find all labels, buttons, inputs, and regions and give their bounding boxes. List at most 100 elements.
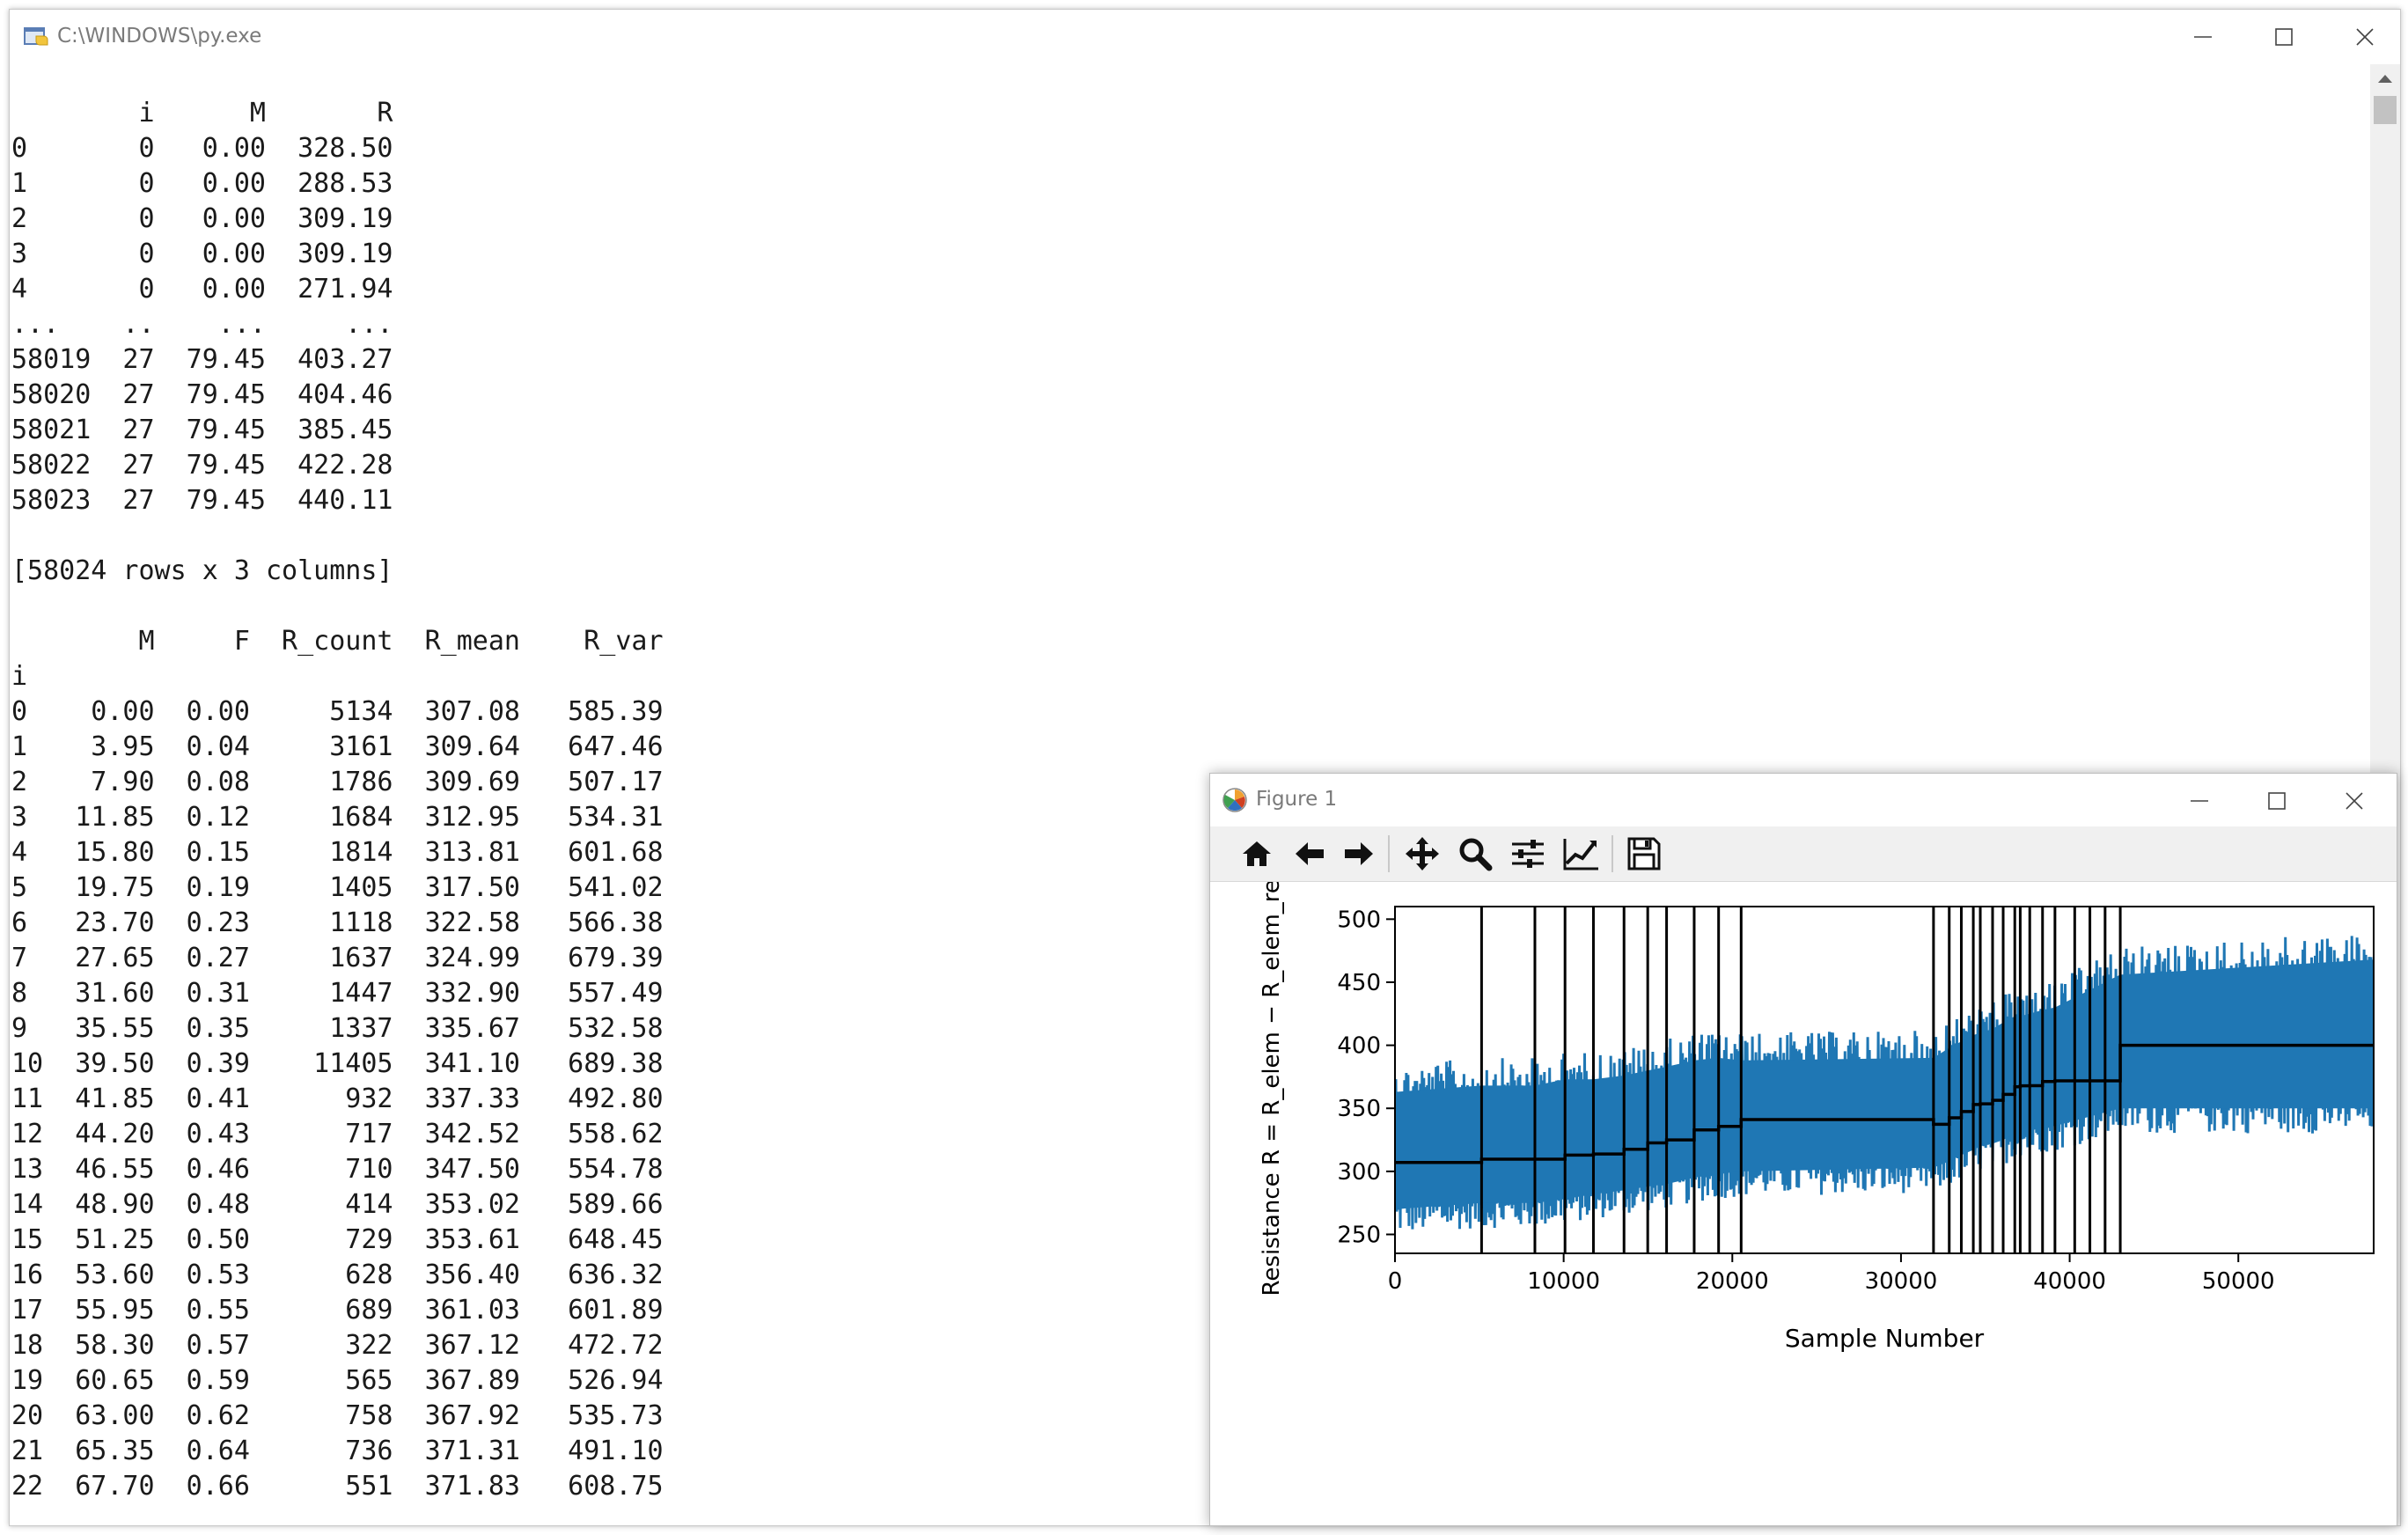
minimize-icon bbox=[2191, 800, 2208, 802]
figure-maximize-button[interactable] bbox=[2236, 774, 2317, 828]
figure-titlebar[interactable]: Figure 1 bbox=[1210, 774, 2397, 826]
pan-icon bbox=[1406, 837, 1439, 870]
console-titlebar[interactable]: C:\WINDOWS\py.exe bbox=[10, 10, 2400, 64]
console-output: i M R 0 0 0.00 328.50 1 0 0.00 288.53 2 0 0… bbox=[11, 96, 664, 1504]
forward-arrow-icon bbox=[1345, 842, 1373, 865]
mean-step-line bbox=[1395, 1043, 2374, 1164]
minimize-button[interactable] bbox=[2162, 10, 2243, 64]
zoom-button[interactable] bbox=[1453, 832, 1497, 876]
maximize-button[interactable] bbox=[2243, 10, 2324, 64]
console-line: 16 53.60 0.53 628 356.40 636.32 bbox=[11, 1260, 664, 1290]
x-axis-ticks: 0 10000 20000 30000 40000 50000 bbox=[1388, 1253, 2275, 1295]
console-line: 19 60.65 0.59 565 367.89 526.94 bbox=[11, 1365, 664, 1396]
x-tick-label: 30000 bbox=[1865, 1268, 1938, 1295]
x-tick-label: 40000 bbox=[2033, 1268, 2106, 1295]
home-icon bbox=[1243, 841, 1271, 866]
console-line: 20 63.00 0.62 758 367.92 535.73 bbox=[11, 1400, 664, 1431]
axes-edit-icon bbox=[1563, 839, 1598, 870]
close-icon bbox=[2346, 792, 2363, 810]
console-line: 15 51.25 0.50 729 353.61 648.45 bbox=[11, 1224, 664, 1255]
mean-step-path bbox=[1395, 1043, 2374, 1164]
scroll-up-icon[interactable] bbox=[2378, 75, 2392, 83]
console-line: 2 7.90 0.08 1786 309.69 507.17 bbox=[11, 767, 664, 797]
console-line: 9 35.55 0.35 1337 335.67 532.58 bbox=[11, 1013, 664, 1044]
y-tick-label: 250 bbox=[1337, 1223, 1381, 1249]
console-line: 13 46.55 0.46 710 347.50 554.78 bbox=[11, 1154, 664, 1185]
console-line: 8 31.60 0.31 1447 332.90 557.49 bbox=[11, 978, 664, 1009]
console-window: C:\WINDOWS\py.exe i M R 0 0 0.00 328.50 1 … bbox=[9, 9, 2401, 1526]
y-tick-label: 300 bbox=[1337, 1159, 1381, 1186]
y-axis-ticks: 250 300 350 400 450 500 bbox=[1337, 907, 1395, 1249]
console-line: 2 0 0.00 309.19 bbox=[11, 203, 393, 234]
close-button[interactable] bbox=[2324, 10, 2400, 64]
maximize-icon bbox=[2268, 792, 2286, 810]
console-line: 1 3.95 0.04 3161 309.64 647.46 bbox=[11, 731, 664, 762]
console-line: 6 23.70 0.23 1118 322.58 566.38 bbox=[11, 907, 664, 938]
console-line: 58023 27 79.45 440.11 bbox=[11, 485, 393, 516]
resistance-plot[interactable]: 0 10000 20000 30000 40000 50000 250 300 350 400 4… bbox=[1210, 882, 2397, 1524]
console-line: 3 11.85 0.12 1684 312.95 534.31 bbox=[11, 802, 664, 833]
minimize-icon bbox=[2194, 36, 2212, 38]
y-axis-label: Resistance R = R_elem − R_elem_ref [Ω] bbox=[1259, 882, 1285, 1296]
matplotlib-icon bbox=[1222, 788, 1247, 812]
console-line: i M R bbox=[11, 98, 393, 129]
back-button[interactable] bbox=[1288, 832, 1332, 876]
console-line: 58019 27 79.45 403.27 bbox=[11, 344, 393, 375]
console-line: 21 65.35 0.64 736 371.31 491.10 bbox=[11, 1436, 664, 1466]
axes-edit-button[interactable] bbox=[1559, 832, 1603, 876]
forward-button[interactable] bbox=[1337, 832, 1381, 876]
console-line: [58024 rows x 3 columns] bbox=[11, 555, 393, 586]
console-line: 0 0 0.00 328.50 bbox=[11, 133, 393, 164]
console-line bbox=[11, 589, 664, 624]
python-console-icon bbox=[24, 27, 48, 46]
pan-button[interactable] bbox=[1400, 832, 1444, 876]
figure-toolbar bbox=[1210, 826, 2397, 882]
zoom-icon bbox=[1459, 838, 1493, 871]
y-tick-label: 400 bbox=[1337, 1033, 1381, 1060]
figure-title: Figure 1 bbox=[1256, 788, 1338, 811]
home-button[interactable] bbox=[1235, 832, 1279, 876]
console-title: C:\WINDOWS\py.exe bbox=[57, 25, 262, 48]
save-button[interactable] bbox=[1622, 832, 1666, 876]
console-line: i bbox=[11, 661, 28, 692]
x-tick-label: 50000 bbox=[2202, 1268, 2275, 1295]
signal-band bbox=[1395, 936, 2374, 1230]
console-line: 14 48.90 0.48 414 353.02 589.66 bbox=[11, 1189, 664, 1220]
console-line bbox=[11, 518, 664, 554]
console-line: 11 41.85 0.41 932 337.33 492.80 bbox=[11, 1083, 664, 1114]
console-line: 58021 27 79.45 385.45 bbox=[11, 415, 393, 445]
close-icon bbox=[2356, 28, 2374, 46]
x-axis-label: Sample Number bbox=[1785, 1324, 1985, 1353]
y-tick-label: 500 bbox=[1337, 907, 1381, 933]
console-line: 12 44.20 0.43 717 342.52 558.62 bbox=[11, 1119, 664, 1149]
console-line: ... .. ... ... bbox=[11, 309, 393, 340]
console-line: M F R_count R_mean R_var bbox=[11, 626, 664, 657]
console-line: 0 0.00 0.00 5134 307.08 585.39 bbox=[11, 696, 664, 727]
x-tick-label: 20000 bbox=[1696, 1268, 1769, 1295]
y-tick-label: 350 bbox=[1337, 1096, 1381, 1122]
console-line: 3 0 0.00 309.19 bbox=[11, 239, 393, 269]
figure-close-button[interactable] bbox=[2314, 774, 2395, 828]
figure-minimize-button[interactable] bbox=[2159, 774, 2240, 828]
save-icon bbox=[1627, 837, 1661, 870]
maximize-icon bbox=[2275, 28, 2293, 46]
console-line: 22 67.70 0.66 551 371.83 608.75 bbox=[11, 1471, 664, 1502]
console-line: 5 19.75 0.19 1405 317.50 541.02 bbox=[11, 872, 664, 903]
signal-core bbox=[1395, 959, 2374, 1209]
toolbar-separator bbox=[1388, 835, 1390, 872]
subplots-config-icon bbox=[1512, 840, 1544, 868]
console-line: 58022 27 79.45 422.28 bbox=[11, 450, 393, 481]
console-line: 58020 27 79.45 404.46 bbox=[11, 379, 393, 410]
console-line: 7 27.65 0.27 1637 324.99 679.39 bbox=[11, 943, 664, 973]
subplots-config-button[interactable] bbox=[1506, 832, 1550, 876]
figure-window: Figure 1 bbox=[1209, 773, 2397, 1526]
x-tick-label: 0 bbox=[1388, 1268, 1403, 1295]
console-line: 18 58.30 0.57 322 367.12 472.72 bbox=[11, 1330, 664, 1361]
back-arrow-icon bbox=[1296, 842, 1324, 865]
console-line: 4 15.80 0.15 1814 313.81 601.68 bbox=[11, 837, 664, 868]
console-line: 1 0 0.00 288.53 bbox=[11, 168, 393, 199]
x-tick-label: 10000 bbox=[1527, 1268, 1600, 1295]
scrollbar-thumb[interactable] bbox=[2374, 96, 2397, 124]
toolbar-separator bbox=[1611, 835, 1613, 872]
y-tick-label: 450 bbox=[1337, 970, 1381, 996]
